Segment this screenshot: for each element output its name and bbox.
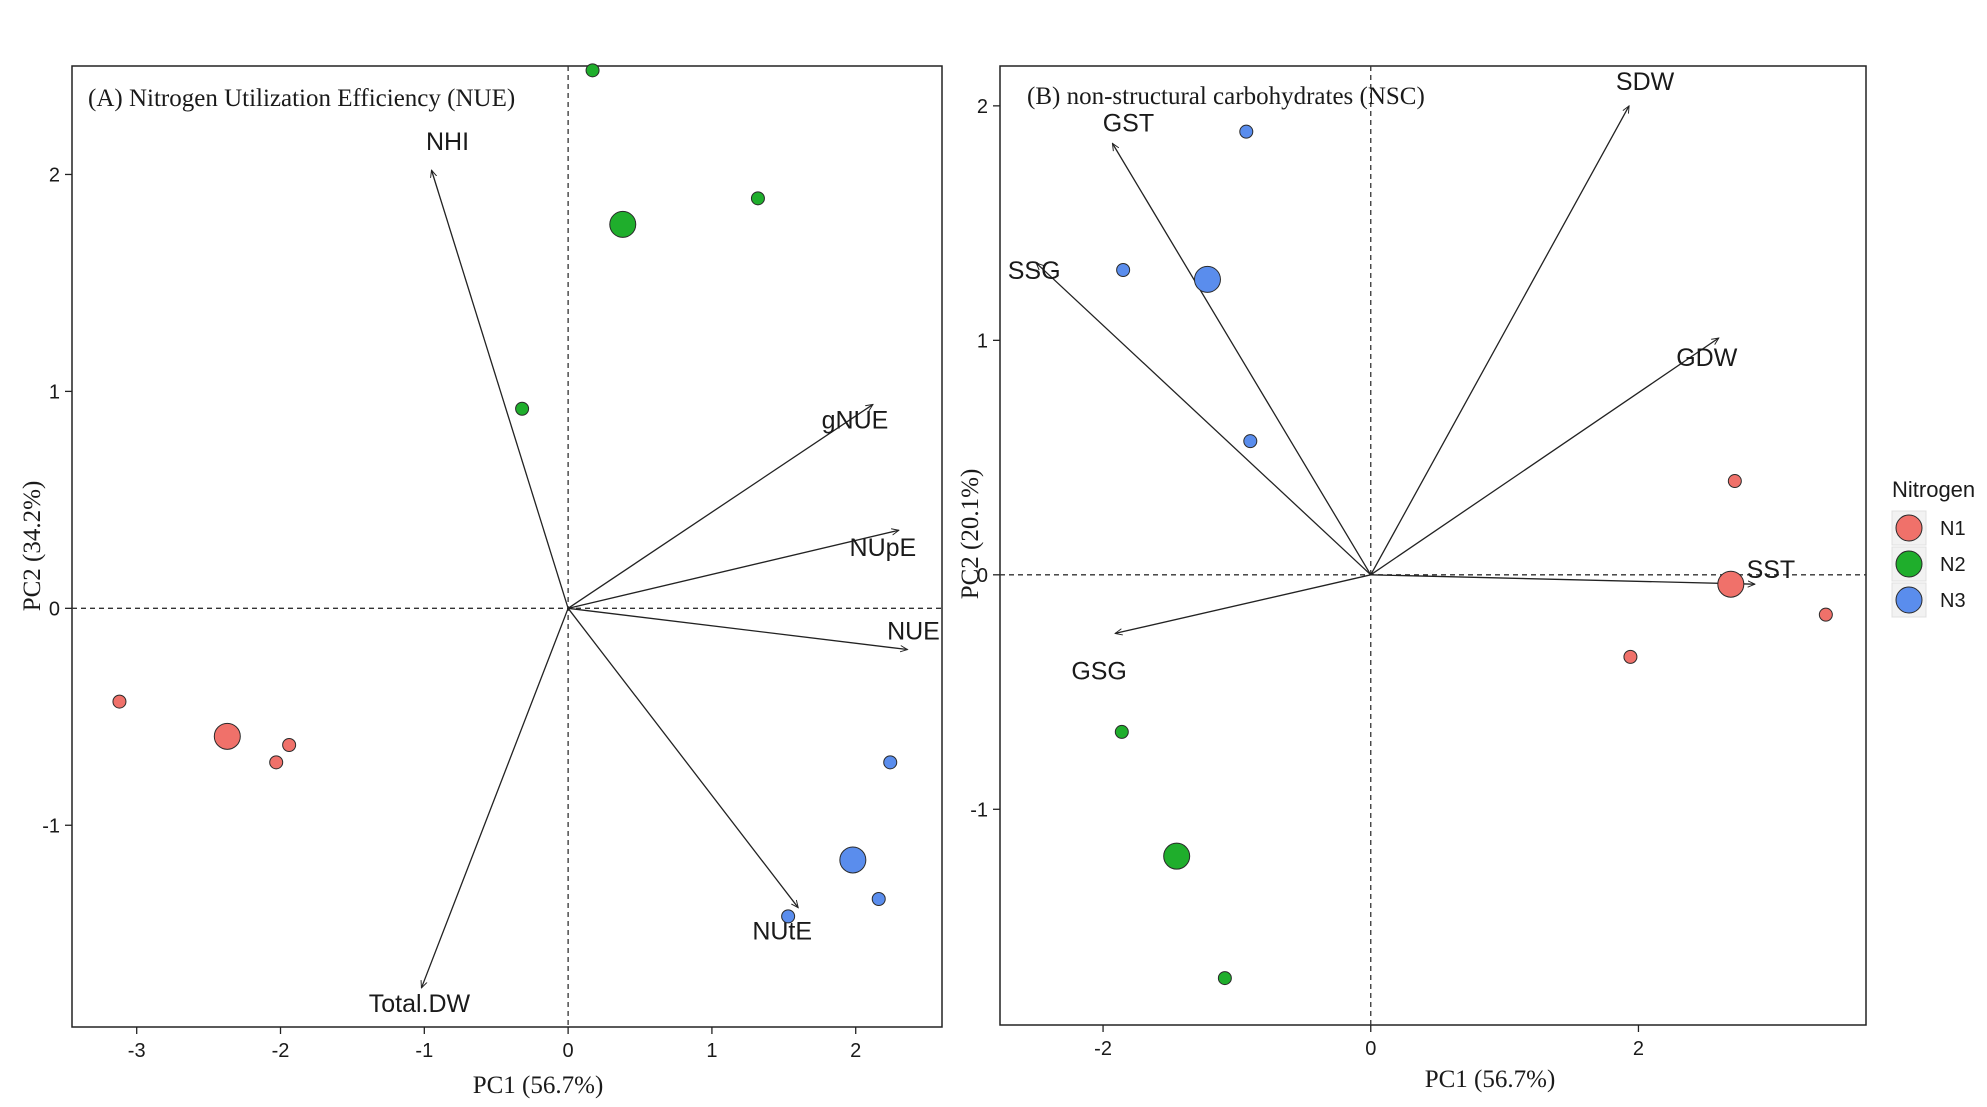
loading-arrow-sdw <box>1370 106 1629 576</box>
point-n1 <box>1727 474 1742 489</box>
x-tick-label: 2 <box>1633 1038 1644 1060</box>
point-n1 <box>1623 649 1638 664</box>
legend-swatch-n1 <box>1895 514 1923 542</box>
y-tick-label: 1 <box>977 330 988 352</box>
point-n3 <box>1239 124 1254 139</box>
point-n1-centroid <box>1717 570 1745 598</box>
point-n1 <box>282 737 297 752</box>
legend-swatch-n3 <box>1895 586 1923 614</box>
loading-arrow-gsg <box>1115 574 1371 634</box>
loading-label-sdw: SDW <box>1616 68 1675 96</box>
point-n3 <box>1116 262 1131 277</box>
loading-arrow-gnue <box>567 404 873 609</box>
loading-arrow-nhi <box>432 170 569 609</box>
y-tick-label: -1 <box>970 799 988 821</box>
loading-label-gnue: gNUE <box>822 406 889 434</box>
point-n2-centroid <box>609 210 637 238</box>
panel-b-y-axis-label: PC2 (20.1%) <box>957 469 984 600</box>
legend-label-n1: N1 <box>1940 518 1966 540</box>
loading-arrow-gdw <box>1370 338 1719 576</box>
loading-arrow-sst <box>1370 574 1755 584</box>
y-tick-label: 2 <box>49 164 60 186</box>
loading-label-nute: NUtE <box>752 918 812 946</box>
loading-label-gdw: GDW <box>1676 344 1738 372</box>
loading-arrow-nute <box>567 607 798 907</box>
y-tick-label: 0 <box>49 598 60 620</box>
x-tick-label: 0 <box>563 1040 574 1062</box>
legend-label-n3: N3 <box>1940 590 1966 612</box>
point-n3 <box>883 755 898 770</box>
point-n2 <box>1217 971 1232 986</box>
loading-label-total-dw: Total.DW <box>369 990 471 1018</box>
panel-b-x-ticks: -2 0 2 <box>1094 1025 1644 1060</box>
x-tick-label: -2 <box>1094 1038 1112 1060</box>
panel-a: NHI gNUE NUpE NUE NUtE Total.DW -3 -2 -1 0 1 2 -1 0… <box>19 63 943 1099</box>
point-n1-centroid <box>213 722 241 750</box>
panel-b-loadings: SDW GST SSG GDW SST GSG <box>1008 68 1795 686</box>
point-n1 <box>269 755 284 770</box>
legend-swatch-n2 <box>1895 550 1923 578</box>
legend: Nitrogen N1 N2 N3 <box>1891 477 1975 618</box>
loading-label-nue: NUE <box>887 618 940 646</box>
x-tick-label: -1 <box>415 1040 433 1062</box>
panel-a-x-axis-label: PC1 (56.7%) <box>473 1072 604 1099</box>
panel-b-y-ticks: -1 0 1 2 <box>970 96 1000 821</box>
panel-a-x-ticks: -3 -2 -1 0 1 2 <box>128 1027 861 1062</box>
point-n2 <box>515 401 530 416</box>
panel-a-loadings: NHI gNUE NUpE NUE NUtE Total.DW <box>369 128 940 1018</box>
y-tick-label: 0 <box>977 565 988 587</box>
point-n2-centroid <box>1163 842 1191 870</box>
loading-label-sst: SST <box>1747 556 1796 584</box>
x-tick-label: 0 <box>1365 1038 1376 1060</box>
loading-label-nhi: NHI <box>426 128 469 156</box>
x-tick-label: 1 <box>706 1040 717 1062</box>
y-tick-label: -1 <box>42 815 60 837</box>
panel-b: SDW GST SSG GDW SST GSG -2 0 2 -1 0 1 2 (B) non-st… <box>957 65 1867 1093</box>
panel-a-frame <box>71 65 943 1028</box>
loading-label-gsg: GSG <box>1071 657 1127 685</box>
panel-a-reference-lines <box>72 66 942 1027</box>
point-n3 <box>1243 434 1258 449</box>
panel-b-points <box>1114 124 1833 986</box>
point-n3-centroid <box>839 846 867 874</box>
panel-b-frame <box>999 65 1867 1026</box>
panel-a-points <box>112 63 898 924</box>
loading-label-ssg: SSG <box>1008 257 1061 285</box>
loading-label-nupe: NUpE <box>850 534 917 562</box>
panel-b-title: (B) non-structural carbohydrates (NSC) <box>1027 83 1425 110</box>
y-tick-label: 2 <box>977 96 988 118</box>
legend-items: N1 N2 N3 <box>1891 510 1966 618</box>
point-n2 <box>750 191 765 206</box>
loading-arrow-ssg <box>1036 263 1372 576</box>
panel-a-y-axis-label: PC2 (34.2%) <box>19 481 46 612</box>
point-n1 <box>1818 607 1833 622</box>
point-n2 <box>585 63 600 78</box>
panel-b-x-axis-label: PC1 (56.7%) <box>1425 1066 1556 1093</box>
panel-b-reference-lines <box>1000 66 1866 1025</box>
panel-a-title: (A) Nitrogen Utilization Efficiency (NUE… <box>88 85 515 112</box>
point-n3 <box>781 909 796 924</box>
loading-arrow-total-dw <box>421 608 569 988</box>
point-n1 <box>112 694 127 709</box>
point-n2 <box>1114 724 1129 739</box>
point-n3 <box>871 892 886 907</box>
loading-arrow-gst <box>1112 143 1372 576</box>
x-tick-label: -2 <box>272 1040 290 1062</box>
loading-label-gst: GST <box>1103 109 1154 137</box>
loading-arrow-nue <box>568 607 907 649</box>
legend-title: Nitrogen <box>1892 477 1975 502</box>
x-tick-label: 2 <box>850 1040 861 1062</box>
panel-a-y-ticks: -1 0 1 2 <box>42 164 72 837</box>
point-n3-centroid <box>1193 265 1221 293</box>
legend-label-n2: N2 <box>1940 554 1966 576</box>
loading-arrow-nupe <box>567 530 899 609</box>
x-tick-label: -3 <box>128 1040 146 1062</box>
y-tick-label: 1 <box>49 381 60 403</box>
